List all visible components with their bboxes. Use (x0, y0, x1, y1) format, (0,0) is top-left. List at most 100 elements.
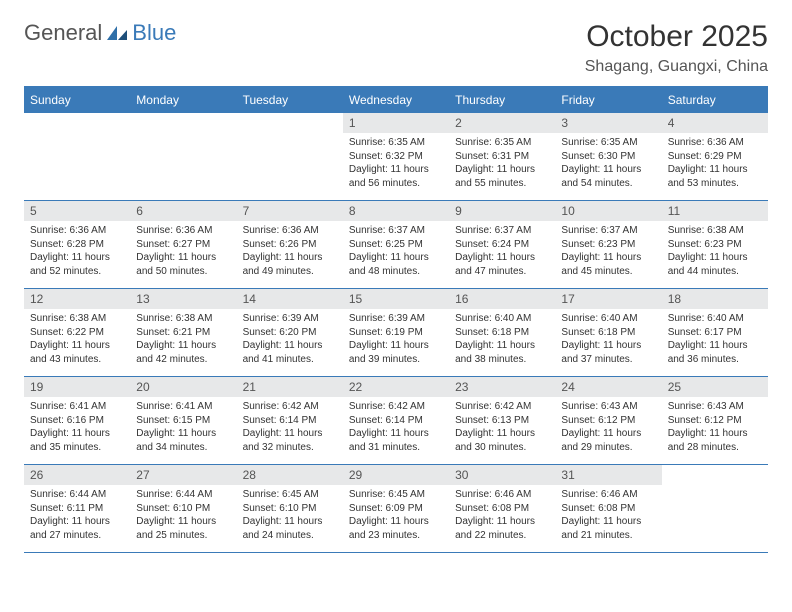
sunset-text: Sunset: 6:18 PM (561, 326, 655, 340)
brand-name-gray: General (24, 20, 102, 46)
day-info: Sunrise: 6:40 AMSunset: 6:18 PMDaylight:… (555, 309, 661, 372)
day-header-row: Sunday Monday Tuesday Wednesday Thursday… (24, 87, 768, 113)
sunset-text: Sunset: 6:18 PM (455, 326, 549, 340)
sunset-text: Sunset: 6:29 PM (668, 150, 762, 164)
calendar-day-cell: 23Sunrise: 6:42 AMSunset: 6:13 PMDayligh… (449, 377, 555, 465)
day-number: 23 (449, 377, 555, 397)
day-header: Sunday (24, 87, 130, 113)
sunset-text: Sunset: 6:24 PM (455, 238, 549, 252)
sunset-text: Sunset: 6:10 PM (243, 502, 337, 516)
day-info: Sunrise: 6:44 AMSunset: 6:11 PMDaylight:… (24, 485, 130, 548)
daylight-text: Daylight: 11 hours and 29 minutes. (561, 427, 655, 454)
day-info: Sunrise: 6:38 AMSunset: 6:22 PMDaylight:… (24, 309, 130, 372)
day-number: 19 (24, 377, 130, 397)
brand-name-blue: Blue (132, 20, 176, 45)
day-info: Sunrise: 6:35 AMSunset: 6:31 PMDaylight:… (449, 133, 555, 196)
day-number: 12 (24, 289, 130, 309)
daylight-text: Daylight: 11 hours and 31 minutes. (349, 427, 443, 454)
sunrise-text: Sunrise: 6:35 AM (349, 136, 443, 150)
sunrise-text: Sunrise: 6:45 AM (243, 488, 337, 502)
calendar-day-cell: 5Sunrise: 6:36 AMSunset: 6:28 PMDaylight… (24, 201, 130, 289)
sunset-text: Sunset: 6:23 PM (668, 238, 762, 252)
calendar-day-cell: 6Sunrise: 6:36 AMSunset: 6:27 PMDaylight… (130, 201, 236, 289)
daylight-text: Daylight: 11 hours and 32 minutes. (243, 427, 337, 454)
day-info: Sunrise: 6:36 AMSunset: 6:26 PMDaylight:… (237, 221, 343, 284)
calendar-day-cell: 16Sunrise: 6:40 AMSunset: 6:18 PMDayligh… (449, 289, 555, 377)
calendar-day-cell: 30Sunrise: 6:46 AMSunset: 6:08 PMDayligh… (449, 465, 555, 553)
calendar-day-cell: 13Sunrise: 6:38 AMSunset: 6:21 PMDayligh… (130, 289, 236, 377)
day-info: Sunrise: 6:40 AMSunset: 6:18 PMDaylight:… (449, 309, 555, 372)
sunset-text: Sunset: 6:32 PM (349, 150, 443, 164)
day-header: Saturday (662, 87, 768, 113)
sunrise-text: Sunrise: 6:41 AM (30, 400, 124, 414)
page-title: October 2025 (585, 20, 768, 54)
sunrise-text: Sunrise: 6:39 AM (243, 312, 337, 326)
sunset-text: Sunset: 6:28 PM (30, 238, 124, 252)
sunset-text: Sunset: 6:26 PM (243, 238, 337, 252)
day-info: Sunrise: 6:40 AMSunset: 6:17 PMDaylight:… (662, 309, 768, 372)
day-info: Sunrise: 6:42 AMSunset: 6:14 PMDaylight:… (343, 397, 449, 460)
day-info: Sunrise: 6:35 AMSunset: 6:32 PMDaylight:… (343, 133, 449, 196)
sunset-text: Sunset: 6:25 PM (349, 238, 443, 252)
day-number: 1 (343, 113, 449, 133)
sunrise-text: Sunrise: 6:41 AM (136, 400, 230, 414)
sunrise-text: Sunrise: 6:36 AM (668, 136, 762, 150)
calendar-day-cell: 15Sunrise: 6:39 AMSunset: 6:19 PMDayligh… (343, 289, 449, 377)
daylight-text: Daylight: 11 hours and 47 minutes. (455, 251, 549, 278)
calendar-day-cell: 18Sunrise: 6:40 AMSunset: 6:17 PMDayligh… (662, 289, 768, 377)
sunrise-text: Sunrise: 6:44 AM (30, 488, 124, 502)
daylight-text: Daylight: 11 hours and 34 minutes. (136, 427, 230, 454)
sunset-text: Sunset: 6:30 PM (561, 150, 655, 164)
sunrise-text: Sunrise: 6:40 AM (668, 312, 762, 326)
sunset-text: Sunset: 6:20 PM (243, 326, 337, 340)
calendar-week-row: 12Sunrise: 6:38 AMSunset: 6:22 PMDayligh… (24, 289, 768, 377)
day-number: 2 (449, 113, 555, 133)
sunset-text: Sunset: 6:13 PM (455, 414, 549, 428)
sunrise-text: Sunrise: 6:35 AM (455, 136, 549, 150)
calendar-day-cell: 27Sunrise: 6:44 AMSunset: 6:10 PMDayligh… (130, 465, 236, 553)
day-info: Sunrise: 6:39 AMSunset: 6:20 PMDaylight:… (237, 309, 343, 372)
daylight-text: Daylight: 11 hours and 30 minutes. (455, 427, 549, 454)
calendar-day-cell (24, 113, 130, 201)
sunrise-text: Sunrise: 6:40 AM (561, 312, 655, 326)
day-number: 27 (130, 465, 236, 485)
sunset-text: Sunset: 6:23 PM (561, 238, 655, 252)
sunrise-text: Sunrise: 6:37 AM (455, 224, 549, 238)
sunset-text: Sunset: 6:31 PM (455, 150, 549, 164)
sunrise-text: Sunrise: 6:44 AM (136, 488, 230, 502)
calendar-day-cell: 9Sunrise: 6:37 AMSunset: 6:24 PMDaylight… (449, 201, 555, 289)
daylight-text: Daylight: 11 hours and 52 minutes. (30, 251, 124, 278)
daylight-text: Daylight: 11 hours and 24 minutes. (243, 515, 337, 542)
calendar-day-cell: 25Sunrise: 6:43 AMSunset: 6:12 PMDayligh… (662, 377, 768, 465)
day-info: Sunrise: 6:35 AMSunset: 6:30 PMDaylight:… (555, 133, 661, 196)
calendar-day-cell: 28Sunrise: 6:45 AMSunset: 6:10 PMDayligh… (237, 465, 343, 553)
calendar-day-cell: 8Sunrise: 6:37 AMSunset: 6:25 PMDaylight… (343, 201, 449, 289)
day-number: 29 (343, 465, 449, 485)
calendar-week-row: 5Sunrise: 6:36 AMSunset: 6:28 PMDaylight… (24, 201, 768, 289)
day-info: Sunrise: 6:44 AMSunset: 6:10 PMDaylight:… (130, 485, 236, 548)
day-number: 7 (237, 201, 343, 221)
calendar-day-cell: 22Sunrise: 6:42 AMSunset: 6:14 PMDayligh… (343, 377, 449, 465)
day-number: 5 (24, 201, 130, 221)
sunrise-text: Sunrise: 6:35 AM (561, 136, 655, 150)
sunset-text: Sunset: 6:08 PM (561, 502, 655, 516)
calendar-day-cell: 20Sunrise: 6:41 AMSunset: 6:15 PMDayligh… (130, 377, 236, 465)
day-header: Friday (555, 87, 661, 113)
sunset-text: Sunset: 6:27 PM (136, 238, 230, 252)
day-number: 8 (343, 201, 449, 221)
calendar-day-cell: 10 Sunrise: 6:37 AMSunset: 6:23 PMDayligh… (555, 201, 661, 289)
sunrise-text: Sunrise: 6:40 AM (455, 312, 549, 326)
day-number: 10 (555, 201, 661, 221)
day-info: Sunrise: 6:41 AMSunset: 6:16 PMDaylight:… (24, 397, 130, 460)
sunrise-text: Sunrise: 6:37 AM (561, 224, 655, 238)
day-header: Thursday (449, 87, 555, 113)
brand-logo: General Blue (24, 20, 176, 46)
daylight-text: Daylight: 11 hours and 36 minutes. (668, 339, 762, 366)
day-number: 26 (24, 465, 130, 485)
calendar-day-cell: 21Sunrise: 6:42 AMSunset: 6:14 PMDayligh… (237, 377, 343, 465)
sunrise-text: Sunrise: 6:45 AM (349, 488, 443, 502)
day-info: Sunrise: 6:37 AMSunset: 6:25 PMDaylight:… (343, 221, 449, 284)
daylight-text: Daylight: 11 hours and 45 minutes. (561, 251, 655, 278)
day-info: Sunrise: 6:41 AMSunset: 6:15 PMDaylight:… (130, 397, 236, 460)
daylight-text: Daylight: 11 hours and 55 minutes. (455, 163, 549, 190)
